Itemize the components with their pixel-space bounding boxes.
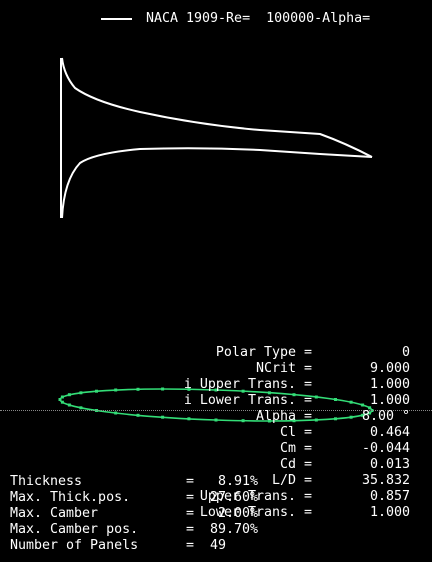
foil-param-value: = 49 xyxy=(186,538,226,554)
legend-label: NACA 1909-Re= 100000-Alpha= xyxy=(146,11,370,27)
polar-param-label: Cd = xyxy=(62,457,312,473)
foil-param-label: Max. Camber pos. xyxy=(10,522,138,538)
polar-param-value: 1.000 xyxy=(320,377,410,393)
legend-line-swatch xyxy=(101,18,132,20)
foil-param-value: = 89.70% xyxy=(186,522,258,538)
polar-param-label: i Upper Trans. = xyxy=(62,377,312,393)
polar-param-value: 35.832 xyxy=(320,473,410,489)
polar-param-value: 1.000 xyxy=(320,505,410,521)
polar-param-value: -0.044 xyxy=(320,441,410,457)
foil-param-label: Max. Thick.pos. xyxy=(10,490,130,506)
polar-param-label: Cm = xyxy=(62,441,312,457)
overlay-curve-point xyxy=(315,396,318,399)
foil-param-value: = 8.91% xyxy=(186,474,258,490)
polar-param-label: NCrit = xyxy=(62,361,312,377)
foil-param-label: Number of Panels xyxy=(10,538,138,554)
polar-param-value: 9.000 xyxy=(320,361,410,377)
polar-param-value: 1.000 xyxy=(320,393,410,409)
polar-param-label: Cl = xyxy=(62,425,312,441)
polar-param-value: 0.464 xyxy=(320,425,410,441)
foil-param-label: Thickness xyxy=(10,474,82,490)
foil-param-label: Max. Camber xyxy=(10,506,98,522)
overlay-curve-point xyxy=(315,419,318,422)
airfoil-lower-surface xyxy=(62,148,372,218)
polar-param-value: 0.013 xyxy=(320,457,410,473)
foil-param-value: = 27.60% xyxy=(186,490,258,506)
polar-param-label: i Lower Trans. = xyxy=(62,393,312,409)
polar-param-value: 0 xyxy=(320,345,410,361)
polar-param-value: 0.857 xyxy=(320,489,410,505)
foil-param-value: = 2.00% xyxy=(186,506,258,522)
airfoil-upper-surface xyxy=(62,58,372,157)
polar-param-label: Polar Type = xyxy=(62,345,312,361)
polar-param-label: Alpha = xyxy=(62,409,312,425)
polar-param-value: 8.00 ° xyxy=(320,409,410,425)
